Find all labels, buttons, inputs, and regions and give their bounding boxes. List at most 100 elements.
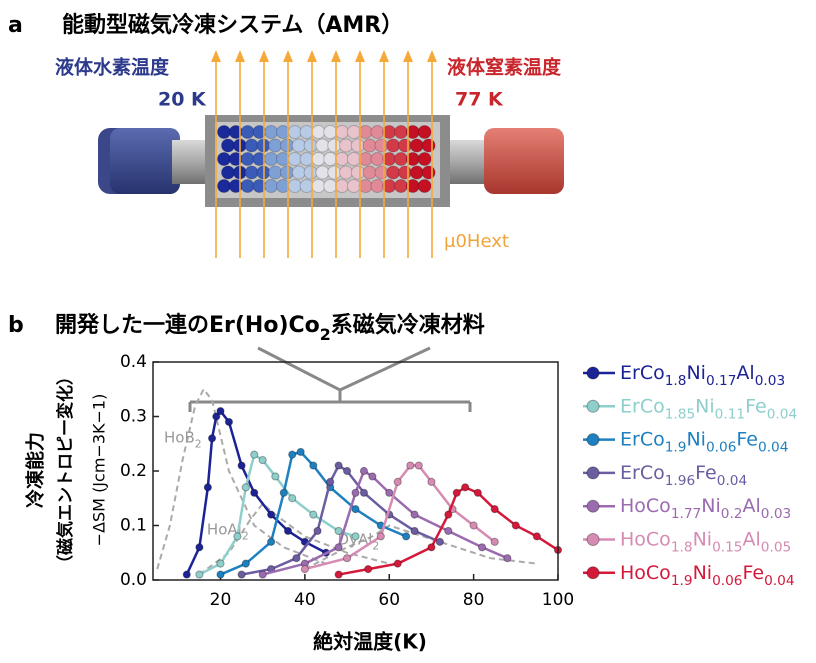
data-point [258, 456, 267, 465]
text-part: HoCo [620, 561, 671, 583]
data-point [288, 494, 297, 503]
bead [362, 165, 377, 180]
data-point [313, 526, 322, 536]
text-part: HoB [164, 428, 195, 446]
data-point [203, 483, 212, 492]
bead [346, 152, 361, 166]
bead [374, 165, 389, 180]
x-tick-label: 80 [463, 590, 485, 610]
data-point [292, 554, 301, 563]
subscript: 0.04 [764, 573, 794, 589]
bead [362, 138, 377, 153]
subscript: 2 [320, 325, 331, 344]
subscript: 0.11 [715, 406, 745, 422]
subscript: 1.8 [671, 540, 693, 556]
data-point [326, 477, 335, 486]
data-point [435, 537, 444, 546]
text-part: ErCo [620, 461, 665, 483]
data-point [473, 488, 482, 497]
bead [358, 152, 373, 166]
bead [221, 138, 235, 153]
text-part: Ni [686, 362, 706, 384]
legend-marker [586, 566, 600, 580]
data-point [212, 412, 221, 421]
text-part: HoCo [620, 528, 671, 550]
subscript: 1.96 [665, 473, 695, 489]
bead [323, 152, 338, 166]
bead [303, 165, 318, 180]
data-point [406, 461, 415, 470]
subscript: 2 [242, 529, 249, 542]
text-part: Fe [743, 561, 765, 583]
data-point [237, 461, 246, 470]
cap-left-face [110, 128, 180, 194]
data-point [182, 570, 191, 579]
subscript: 0.17 [706, 373, 736, 389]
data-point [250, 450, 259, 459]
data-point [410, 510, 419, 519]
data-point [271, 472, 280, 481]
bead [264, 152, 279, 166]
data-point [224, 417, 234, 427]
subscript: 0.15 [712, 540, 742, 556]
bead [339, 138, 353, 153]
text-part: ErCo [620, 428, 665, 450]
bead [398, 138, 412, 153]
legend-marker [586, 399, 600, 413]
subscript: 1.9 [665, 440, 687, 456]
subscript: 0.06 [712, 573, 742, 589]
text-part: HoCo [620, 495, 671, 517]
legend-marker [586, 499, 600, 513]
y-axis-label: −ΔSM (Jcm−3K−1) [90, 394, 109, 547]
plot-frame [152, 361, 559, 581]
data-point [351, 532, 360, 541]
data-point [342, 554, 352, 563]
x-tick-label: 60 [378, 590, 400, 610]
bead [327, 138, 342, 153]
y-tick-label: 0.2 [120, 461, 147, 481]
subscript: 0.03 [761, 506, 791, 522]
bead [417, 152, 432, 166]
panel-label: b [8, 313, 24, 338]
y-axis-label: （磁気エントロピー変化） [55, 368, 76, 572]
bead [350, 138, 365, 153]
bead [417, 179, 432, 193]
text-part: 系磁気冷凍材料 [331, 312, 485, 338]
bead [217, 152, 231, 166]
bead [311, 125, 326, 139]
subscript: 1.77 [671, 506, 701, 522]
bead [280, 138, 294, 153]
data-point [309, 510, 318, 519]
text-part: ErCo [620, 395, 665, 417]
data-point [490, 537, 499, 546]
field-arrowhead [211, 50, 221, 62]
text-part: Ni [695, 395, 715, 417]
data-point [351, 488, 360, 497]
bead [217, 125, 231, 139]
left-temp: 20 K [158, 89, 207, 111]
bead [394, 179, 408, 193]
bead [323, 179, 338, 193]
legend-marker [586, 466, 600, 480]
data-point [393, 559, 402, 568]
bead [221, 165, 235, 180]
text-part: ErCo [620, 362, 665, 384]
data-point [414, 461, 423, 470]
panel-label: a [8, 13, 23, 38]
data-point [195, 570, 204, 579]
bead [217, 179, 231, 193]
data-point [195, 543, 204, 552]
cap-right [484, 128, 564, 194]
bead [370, 125, 385, 139]
data-point [216, 570, 225, 579]
bead [287, 179, 302, 193]
chart-title: 開発した一連のEr(Ho)Co2系磁気冷凍材料 [55, 312, 485, 344]
bead [370, 152, 385, 166]
text-part: Ni [701, 495, 721, 517]
right-temp: 77 K [455, 89, 504, 111]
data-point [351, 505, 360, 514]
y-axis-label: 冷凍能力 [24, 432, 47, 508]
reference-line [156, 387, 327, 570]
legend-label: ErCo1.9Ni0.06Fe0.04 [620, 428, 788, 456]
bead [287, 152, 302, 166]
